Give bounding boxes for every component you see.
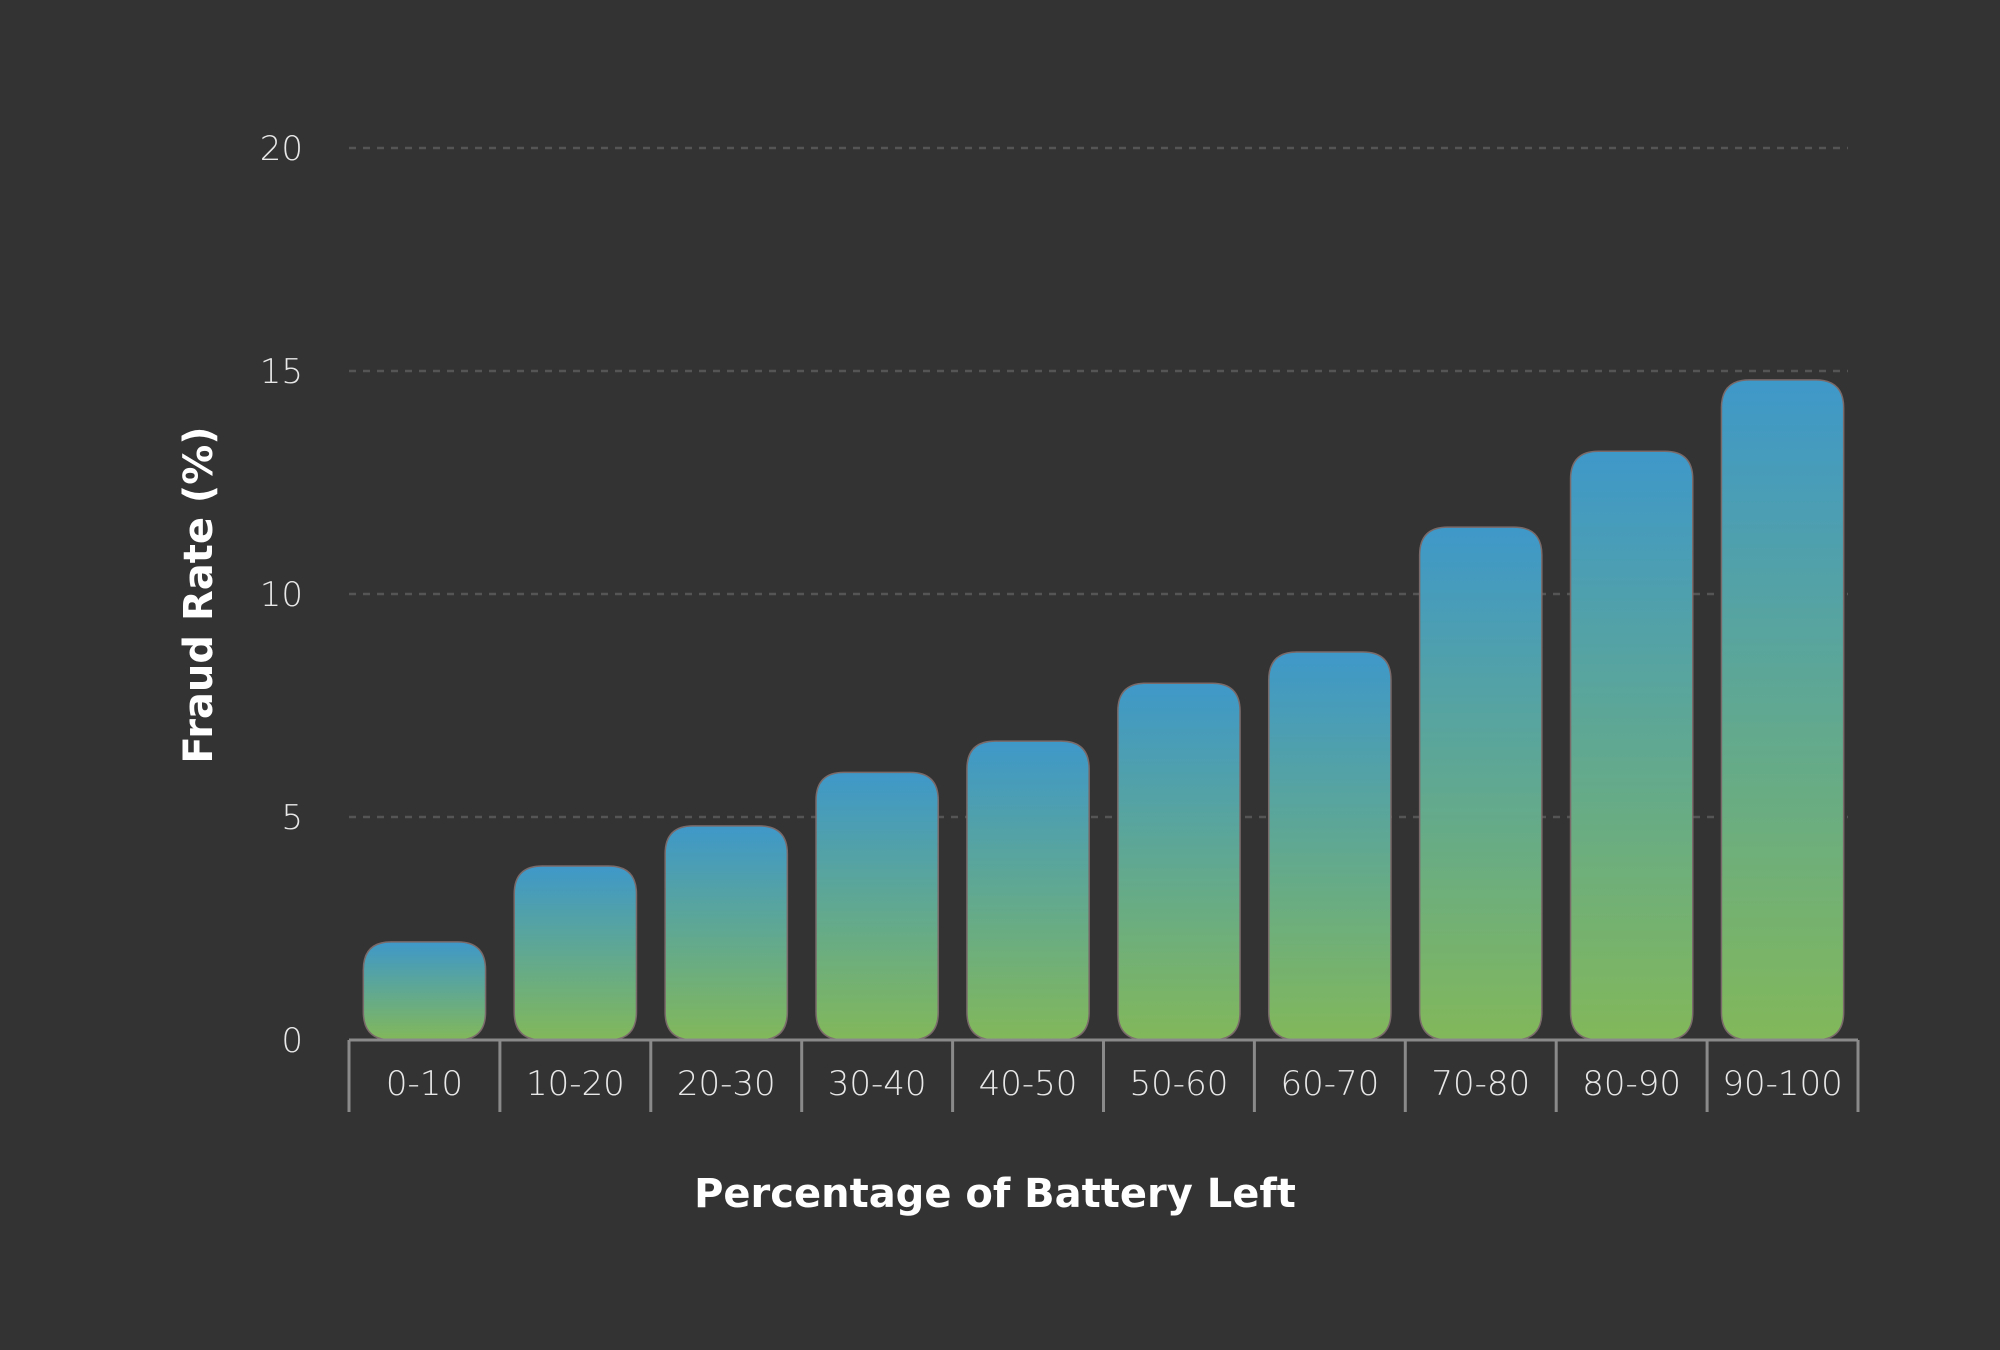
x-tick-label: 20-30 xyxy=(677,1064,776,1104)
bars xyxy=(362,379,1845,1041)
x-tick-label: 60-70 xyxy=(1280,1064,1379,1104)
bar-80-90 xyxy=(1569,450,1694,1041)
x-tick-label: 0-10 xyxy=(386,1064,463,1104)
y-tick-label: 20 xyxy=(260,129,303,169)
x-tick-label: 50-60 xyxy=(1130,1064,1229,1104)
y-axis: 0 5 10 15 20 xyxy=(260,129,303,1061)
x-tick-label: 10-20 xyxy=(526,1064,625,1104)
bar-60-70 xyxy=(1267,651,1392,1041)
bar-50-60 xyxy=(1117,682,1241,1041)
y-tick-label: 5 xyxy=(281,798,303,838)
y-tick-label: 10 xyxy=(260,575,303,615)
bar-90-100 xyxy=(1720,379,1845,1041)
x-axis-title: Percentage of Battery Left xyxy=(694,1171,1296,1217)
y-tick-label: 15 xyxy=(260,352,303,392)
bar-70-80 xyxy=(1418,526,1543,1041)
bar-40-50 xyxy=(966,740,1090,1041)
bar-20-30 xyxy=(664,825,789,1041)
x-tick-label: 40-50 xyxy=(979,1064,1078,1104)
bar-0-10 xyxy=(362,941,487,1041)
x-axis: 0-10 10-20 20-30 30-40 40-50 50-60 60-70 70-80 8… xyxy=(347,1038,1860,1112)
x-tick-label: 70-80 xyxy=(1431,1064,1530,1104)
y-axis-title: Fraud Rate (%) xyxy=(176,426,222,763)
bar-10-20 xyxy=(513,865,638,1041)
x-tick-label: 80-90 xyxy=(1582,1064,1681,1104)
bar-30-40 xyxy=(815,771,940,1041)
y-tick-label: 0 xyxy=(281,1021,303,1061)
x-tick-label: 30-40 xyxy=(828,1064,927,1104)
x-tick-label: 90-100 xyxy=(1722,1064,1842,1104)
